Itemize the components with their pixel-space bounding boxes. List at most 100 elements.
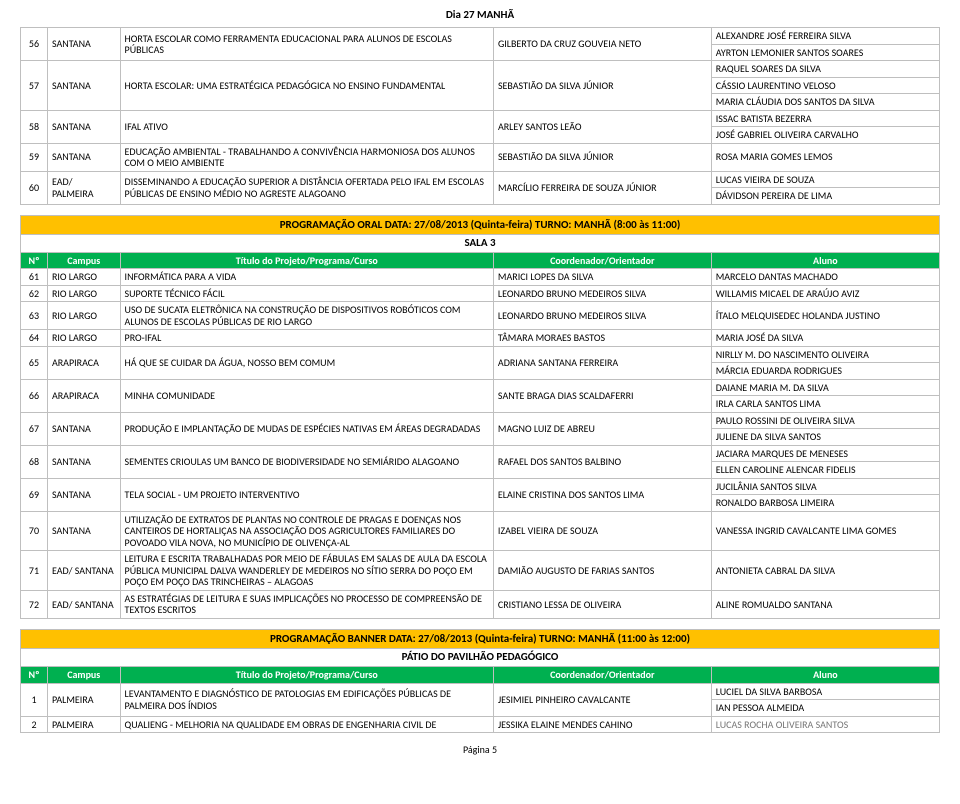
table-row: 68SANTANASEMENTES CRIOULAS UM BANCO DE B…: [21, 445, 940, 462]
table-row: 69SANTANATELA SOCIAL - UM PROJETO INTERV…: [21, 478, 940, 495]
header-titulo: Título do Projeto/Programa/Curso: [120, 667, 493, 684]
cell-titulo: SUPORTE TÉCNICO FÁCIL: [120, 285, 493, 302]
section-bar: PROGRAMAÇÃO ORAL DATA: 27/08/2013 (Quint…: [21, 215, 940, 235]
cell-n: 67: [21, 412, 48, 445]
table-row: 61RIO LARGOINFORMÁTICA PARA A VIDAMARICI…: [21, 269, 940, 286]
cell-aluno: AYRTON LEMONIER SANTOS SOARES: [711, 44, 939, 61]
cell-coord: JESSIKA ELAINE MENDES CAHINO: [493, 716, 711, 733]
cell-aluno: MÁRCIA EDUARDA RODRIGUES: [711, 363, 939, 380]
table-1: 56SANTANAHORTA ESCOLAR COMO FERRAMENTA E…: [20, 27, 940, 205]
cell-coord: MAGNO LUIZ DE ABREU: [493, 412, 711, 445]
cell-coord: ADRIANA SANTANA FERREIRA: [493, 346, 711, 379]
table-row: 67SANTANAPRODUÇÃO E IMPLANTAÇÃO DE MUDAS…: [21, 412, 940, 429]
cell-aluno: MARIA CLÁUDIA DOS SANTOS DA SILVA: [711, 94, 939, 111]
table-row: 71EAD/ SANTANALEITURA E ESCRITA TRABALHA…: [21, 551, 940, 591]
cell-titulo: MINHA COMUNIDADE: [120, 379, 493, 412]
cell-campus: SANTANA: [47, 143, 120, 171]
cell-n: 64: [21, 330, 48, 347]
table-row: 63RIO LARGOUSO DE SUCATA ELETRÔNICA NA C…: [21, 302, 940, 330]
cell-campus: EAD/ SANTANA: [47, 551, 120, 591]
cell-coord: MARCÍLIO FERREIRA DE SOUZA JÚNIOR: [493, 171, 711, 204]
section-3: PROGRAMAÇÃO BANNER DATA: 27/08/2013 (Qui…: [20, 629, 940, 733]
cell-campus: SANTANA: [47, 61, 120, 111]
cell-coord: IZABEL VIEIRA DE SOUZA: [493, 511, 711, 551]
cell-n: 66: [21, 379, 48, 412]
cell-titulo: USO DE SUCATA ELETRÔNICA NA CONSTRUÇÃO D…: [120, 302, 493, 330]
cell-n: 1: [21, 683, 48, 716]
cell-campus: EAD/ PALMEIRA: [47, 171, 120, 204]
page-title: Dia 27 MANHÃ: [20, 8, 940, 21]
cell-n: 57: [21, 61, 48, 111]
cell-aluno: RAQUEL SOARES DA SILVA: [711, 61, 939, 78]
cell-aluno: IRLA CARLA SANTOS LIMA: [711, 396, 939, 413]
cell-campus: SANTANA: [47, 412, 120, 445]
cell-aluno: JACIARA MARQUES DE MENESES: [711, 445, 939, 462]
cell-aluno: JOSÉ GABRIEL OLIVEIRA CARVALHO: [711, 127, 939, 144]
cell-coord: SEBASTIÃO DA SILVA JÚNIOR: [493, 61, 711, 111]
header-titulo: Título do Projeto/Programa/Curso: [120, 252, 493, 269]
cell-campus: ARAPIRACA: [47, 379, 120, 412]
cell-aluno: ANTONIETA CABRAL DA SILVA: [711, 551, 939, 591]
cell-coord: TÂMARA MORAES BASTOS: [493, 330, 711, 347]
cell-campus: SANTANA: [47, 110, 120, 143]
table-row: 57SANTANAHORTA ESCOLAR: UMA ESTRATÉGICA …: [21, 61, 940, 78]
cell-coord: SEBASTIÃO DA SILVA JÚNIOR: [493, 143, 711, 171]
cell-aluno: ROSA MARIA GOMES LEMOS: [711, 143, 939, 171]
cell-titulo: LEVANTAMENTO E DIAGNÓSTICO DE PATOLOGIAS…: [120, 683, 493, 716]
cell-titulo: PRODUÇÃO E IMPLANTAÇÃO DE MUDAS DE ESPÉC…: [120, 412, 493, 445]
cell-titulo: INFORMÁTICA PARA A VIDA: [120, 269, 493, 286]
cell-titulo: HORTA ESCOLAR COMO FERRAMENTA EDUCACIONA…: [120, 28, 493, 61]
cell-titulo: QUALIENG - MELHORIA NA QUALIDADE EM OBRA…: [120, 716, 493, 733]
cell-aluno: JULIENE DA SILVA SANTOS: [711, 429, 939, 446]
cell-n: 62: [21, 285, 48, 302]
cell-coord: MARICI LOPES DA SILVA: [493, 269, 711, 286]
cell-titulo: LEITURA E ESCRITA TRABALHADAS POR MEIO D…: [120, 551, 493, 591]
cell-coord: DAMIÃO AUGUSTO DE FARIAS SANTOS: [493, 551, 711, 591]
cell-titulo: SEMENTES CRIOULAS UM BANCO DE BIODIVERSI…: [120, 445, 493, 478]
cell-titulo: IFAL ATIVO: [120, 110, 493, 143]
cell-titulo: UTILIZAÇÃO DE EXTRATOS DE PLANTAS NO CON…: [120, 511, 493, 551]
cell-aluno: WILLAMIS MICAEL DE ARAÚJO AVIZ: [711, 285, 939, 302]
cell-aluno: ALEXANDRE JOSÉ FERREIRA SILVA: [711, 28, 939, 45]
cell-aluno: CÁSSIO LAURENTINO VELOSO: [711, 77, 939, 94]
table-row: 60EAD/ PALMEIRADISSEMINANDO A EDUCAÇÃO S…: [21, 171, 940, 188]
cell-aluno: MARIA JOSÉ DA SILVA: [711, 330, 939, 347]
header-n: Nº: [21, 252, 48, 269]
cell-coord: LEONARDO BRUNO MEDEIROS SILVA: [493, 285, 711, 302]
cell-aluno: LUCIEL DA SILVA BARBOSA: [711, 683, 939, 700]
header-campus: Campus: [47, 252, 120, 269]
table-row: 72EAD/ SANTANAAS ESTRATÉGIAS DE LEITURA …: [21, 590, 940, 618]
cell-aluno: DAIANE MARIA M. DA SILVA: [711, 379, 939, 396]
section-bar: PROGRAMAÇÃO BANNER DATA: 27/08/2013 (Qui…: [21, 629, 940, 649]
page-footer: Página 5: [20, 743, 940, 756]
cell-n: 71: [21, 551, 48, 591]
header-aluno: Aluno: [711, 667, 939, 684]
cell-titulo: EDUCAÇÃO AMBIENTAL - TRABALHANDO A CONVI…: [120, 143, 493, 171]
cell-n: 2: [21, 716, 48, 733]
table-row: 66ARAPIRACAMINHA COMUNIDADESANTE BRAGA D…: [21, 379, 940, 396]
cell-titulo: TELA SOCIAL - UM PROJETO INTERVENTIVO: [120, 478, 493, 511]
cell-n: 63: [21, 302, 48, 330]
cell-coord: LEONARDO BRUNO MEDEIROS SILVA: [493, 302, 711, 330]
cell-aluno: LUCAS VIEIRA DE SOUZA: [711, 171, 939, 188]
cell-coord: GILBERTO DA CRUZ GOUVEIA NETO: [493, 28, 711, 61]
table-row: 1PALMEIRALEVANTAMENTO E DIAGNÓSTICO DE P…: [21, 683, 940, 700]
header-n: Nº: [21, 667, 48, 684]
table-row: 65ARAPIRACAHÁ QUE SE CUIDAR DA ÁGUA, NOS…: [21, 346, 940, 363]
cell-campus: PALMEIRA: [47, 716, 120, 733]
cell-campus: RIO LARGO: [47, 302, 120, 330]
cell-n: 60: [21, 171, 48, 204]
cell-n: 58: [21, 110, 48, 143]
table-row: 2PALMEIRAQUALIENG - MELHORIA NA QUALIDAD…: [21, 716, 940, 733]
cell-titulo: PRO-IFAL: [120, 330, 493, 347]
cell-aluno: MARCELO DANTAS MACHADO: [711, 269, 939, 286]
cell-coord: ARLEY SANTOS LEÃO: [493, 110, 711, 143]
cell-aluno: JUCILÂNIA SANTOS SILVA: [711, 478, 939, 495]
cell-aluno: IAN PESSOA ALMEIDA: [711, 700, 939, 717]
cell-campus: EAD/ SANTANA: [47, 590, 120, 618]
header-campus: Campus: [47, 667, 120, 684]
cell-titulo: HORTA ESCOLAR: UMA ESTRATÉGICA PEDAGÓGIC…: [120, 61, 493, 111]
cell-campus: SANTANA: [47, 511, 120, 551]
cell-campus: RIO LARGO: [47, 330, 120, 347]
cell-campus: SANTANA: [47, 445, 120, 478]
